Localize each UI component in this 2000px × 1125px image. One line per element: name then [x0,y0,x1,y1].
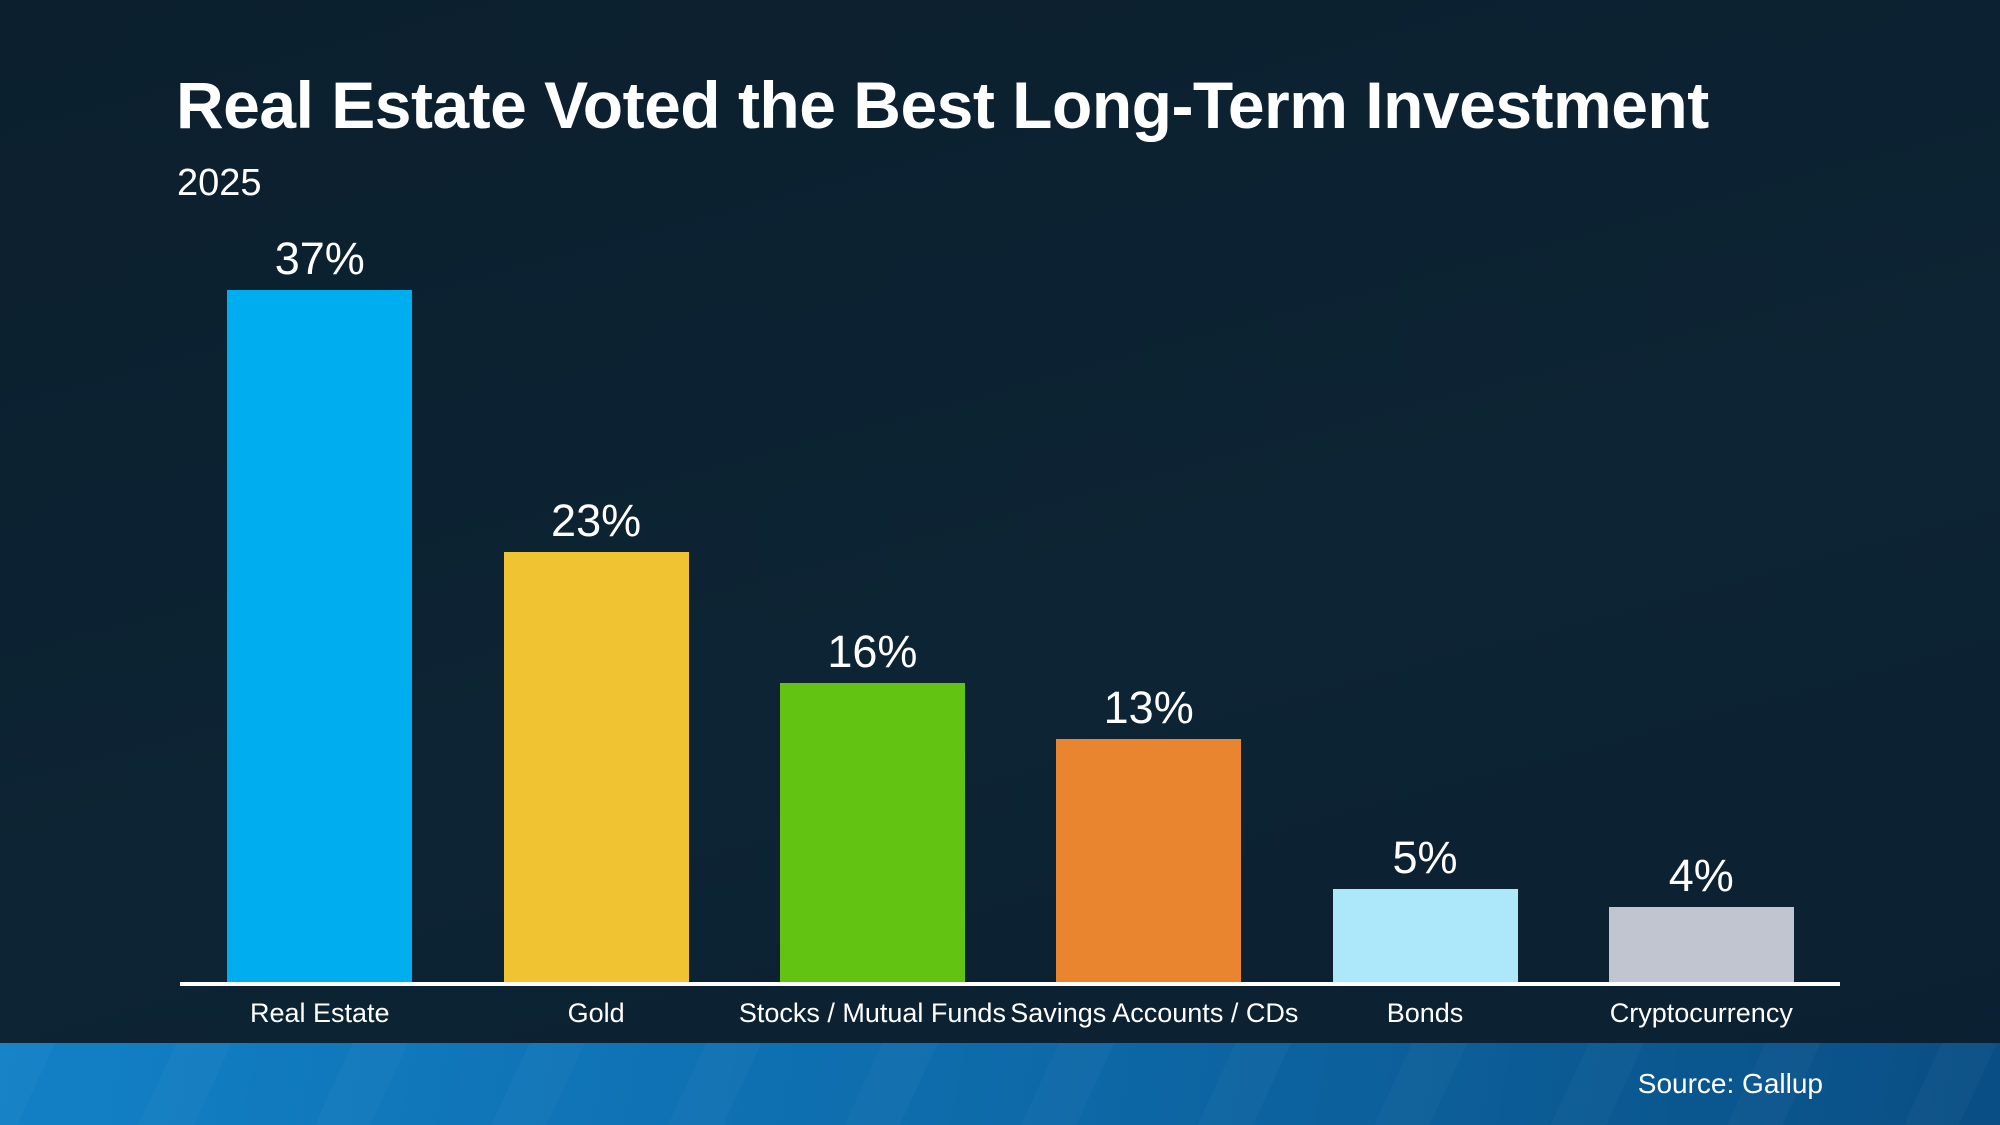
bar-group-bonds: 5% [1332,831,1518,982]
bar-group-cryptocurrency: 4% [1608,850,1794,982]
category-label-stocks-mutual-funds: Stocks / Mutual Funds [738,998,1006,1028]
bar-value-label-real-estate: 37% [274,233,365,285]
bar-group-savings-accounts-cds: 13% [1056,682,1242,982]
bar-value-label-cryptocurrency: 4% [1668,850,1734,902]
chart-subtitle: 2025 [177,162,262,204]
category-label-savings-accounts-cds: Savings Accounts / CDs [1010,998,1299,1028]
bar-value-label-stocks-mutual-funds: 16% [827,625,918,677]
bar-real-estate [227,290,413,982]
bar-gold [503,552,689,982]
bar-group-gold: 23% [503,495,689,982]
bar-savings-accounts-cds [1056,739,1242,982]
category-label-bonds: Bonds [1386,998,1464,1028]
category-label-cryptocurrency: Cryptocurrency [1609,998,1793,1028]
chart-title: Real Estate Voted the Best Long-Term Inv… [176,68,1709,142]
footer-band: Source: Gallup [0,1043,2000,1125]
bar-group-real-estate: 37% [227,233,413,982]
x-axis-line [180,982,1840,986]
bar-bonds [1332,888,1518,982]
category-label-gold: Gold [567,998,625,1028]
source-attribution: Source: Gallup [1637,1068,1823,1099]
bar-value-label-bonds: 5% [1392,831,1458,883]
category-label-real-estate: Real Estate [250,998,390,1028]
bar-value-label-gold: 23% [551,495,642,547]
bar-group-stocks-mutual-funds: 16% [779,625,965,982]
bar-value-label-savings-accounts-cds: 13% [1103,682,1194,734]
bar-stocks-mutual-funds [779,682,965,982]
bar-cryptocurrency [1608,907,1794,982]
